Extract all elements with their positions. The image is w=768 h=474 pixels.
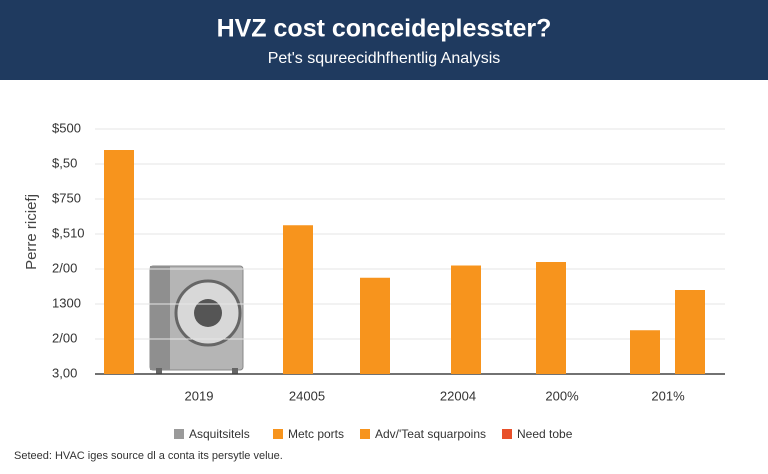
y-axis-label: Perre riciefj [23,194,40,270]
x-tick-label: 24005 [289,388,325,403]
chart-subtitle: Pet's squreecidhfhentlig Analysis [268,50,501,67]
legend-swatch [174,429,184,439]
bar [283,225,313,374]
legend-label: Asquitsitels [189,427,250,441]
x-tick-label: 2019 [185,388,214,403]
legend-label: Adv/'Teat squarpoins [375,427,486,441]
unit-fan-hub [194,299,222,327]
legend-swatch [360,429,370,439]
unit-foot [156,368,162,374]
hvac-unit [149,265,244,374]
y-tick-label: $,510 [52,225,85,240]
y-tick-label: 2/00 [52,330,77,345]
bar [360,277,390,374]
bar [451,265,481,374]
x-tick-label: 201% [651,388,685,403]
x-tick-label: 200% [545,388,579,403]
y-tick-label: 1300 [52,295,81,310]
bar [104,150,134,374]
header-band [0,0,768,80]
unit-side [150,266,170,370]
y-tick-label: 3,00 [52,365,77,380]
unit-foot [232,368,238,374]
y-tick-label: $500 [52,120,81,135]
legend-swatch [273,429,283,439]
bar [630,330,660,374]
footnote: Seteed: HVAC iges source dl a conta its … [14,450,283,462]
bar [536,262,566,374]
legend-swatch [502,429,512,439]
y-tick-label: 2/00 [52,260,77,275]
legend-label: Need tobe [517,427,573,441]
legend-label: Metc ports [288,427,344,441]
chart-title: HVZ cost conceideplesster? [217,15,552,43]
y-tick-label: $750 [52,190,81,205]
y-tick-label: $,50 [52,155,77,170]
x-tick-label: 22004 [440,388,476,403]
bar [675,290,705,374]
